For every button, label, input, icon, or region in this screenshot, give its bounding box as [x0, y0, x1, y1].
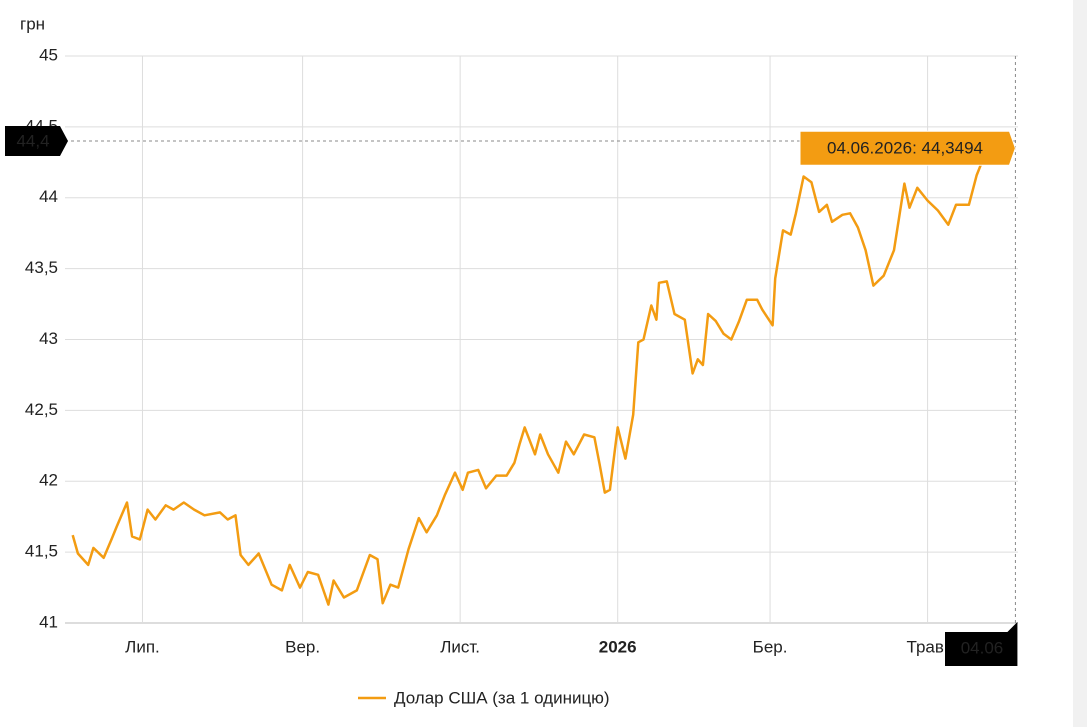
crosshair-x-label: 04.06 [961, 638, 1004, 657]
x-tick-label: Лист. [440, 637, 480, 656]
x-tick-label: Вер. [285, 637, 320, 656]
crosshair-x-box [945, 622, 1018, 666]
x-tick-label: Бер. [753, 637, 788, 656]
y-tick-label: 41,5 [25, 542, 58, 561]
y-tick-label: 43,5 [25, 258, 58, 277]
tooltip-box [799, 130, 1016, 166]
series-line [71, 147, 1016, 606]
y-tick-label: 45 [39, 45, 58, 64]
crosshair-y-label: 44,4 [16, 132, 49, 151]
x-tick-label: Трав. [907, 637, 949, 656]
legend-label: Долар США (за 1 одиницю) [394, 688, 610, 707]
crosshair-y-box [5, 126, 68, 157]
y-tick-label: 44 [39, 187, 58, 206]
tooltip-label: 04.06.2026: 44,3494 [827, 139, 983, 158]
y-tick-label: 43 [39, 329, 58, 348]
x-tick-label: 2026 [599, 637, 637, 656]
y-tick-label: 41 [39, 612, 58, 631]
y-unit: грн [20, 14, 45, 33]
y-tick-label: 42 [39, 471, 58, 490]
scrollbar [1073, 0, 1087, 727]
x-tick-label: Лип. [125, 637, 160, 656]
y-tick-label: 42,5 [25, 400, 58, 419]
